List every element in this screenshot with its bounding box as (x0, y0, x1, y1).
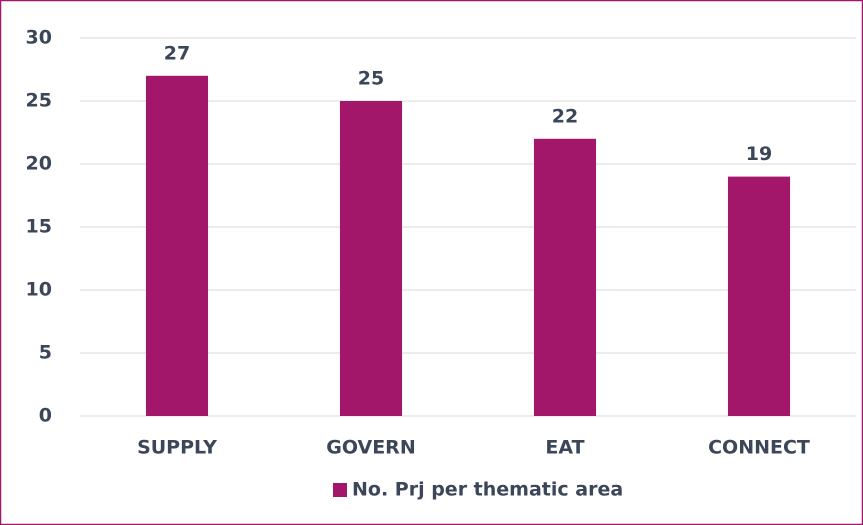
data-label: 27 (164, 42, 190, 64)
data-label: 25 (358, 68, 384, 90)
legend-swatch (333, 483, 347, 497)
bar (533, 138, 597, 417)
bar (339, 101, 403, 416)
y-tick-label: 10 (26, 279, 52, 301)
x-tick-label: CONNECT (708, 437, 810, 459)
y-tick-label: 0 (39, 405, 52, 427)
legend-label: No. Prj per thematic area (352, 479, 623, 501)
x-tick-label: EAT (545, 437, 584, 459)
y-tick-label: 30 (26, 27, 52, 49)
bar (727, 176, 791, 416)
y-tick-label: 25 (26, 90, 52, 112)
y-tick-label: 20 (26, 153, 52, 175)
y-tick-label: 5 (39, 342, 52, 364)
bar (145, 75, 209, 417)
x-tick-label: SUPPLY (137, 437, 217, 459)
y-tick-label: 15 (26, 216, 52, 238)
x-tick-label: GOVERN (326, 437, 415, 459)
data-label: 22 (552, 105, 578, 127)
data-label: 19 (746, 143, 772, 165)
